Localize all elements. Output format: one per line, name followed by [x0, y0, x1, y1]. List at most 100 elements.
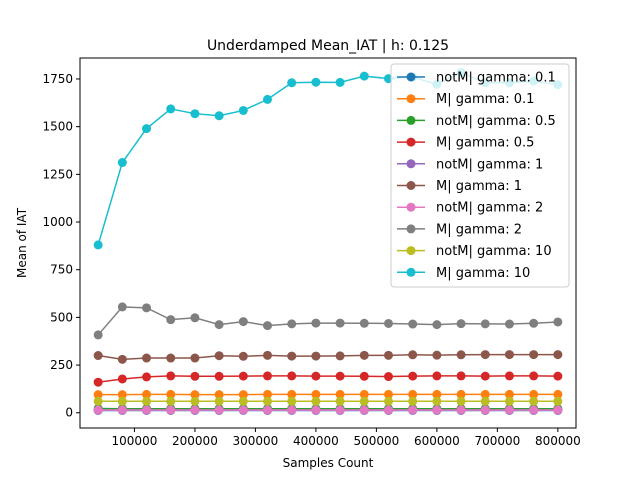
- data-point: [383, 389, 393, 399]
- x-axis-label: Samples Count: [283, 456, 374, 470]
- data-point: [311, 396, 321, 406]
- data-point: [142, 303, 152, 313]
- data-point: [142, 396, 152, 406]
- data-point: [166, 353, 176, 363]
- data-point: [311, 371, 321, 381]
- data-point: [263, 389, 273, 399]
- data-point: [359, 405, 369, 415]
- data-point: [117, 405, 127, 415]
- legend-entry: notM| gamma: 1: [397, 157, 543, 172]
- data-point: [93, 240, 103, 250]
- data-point: [214, 405, 224, 415]
- data-point: [93, 390, 103, 400]
- data-point: [311, 351, 321, 361]
- data-point: [359, 389, 369, 399]
- data-point: [504, 396, 514, 406]
- y-tick-label: 500: [50, 310, 73, 324]
- data-point: [142, 372, 152, 382]
- x-tick-label: 100000: [112, 434, 158, 448]
- legend-label: M| gamma: 0.5: [436, 136, 534, 151]
- x-tick-label: 200000: [172, 434, 218, 448]
- data-point: [408, 371, 418, 381]
- data-point: [238, 390, 248, 400]
- data-point: [432, 320, 442, 330]
- data-point: [166, 396, 176, 406]
- data-point: [142, 405, 152, 415]
- y-tick-label: 1000: [42, 215, 73, 229]
- data-point: [166, 315, 176, 325]
- data-point: [456, 371, 466, 381]
- y-axis-label: Mean of IAT: [15, 207, 29, 278]
- data-point: [408, 319, 418, 329]
- data-point: [190, 313, 200, 323]
- data-point: [553, 371, 563, 381]
- data-point: [408, 389, 418, 399]
- data-point: [456, 389, 466, 399]
- data-point: [335, 396, 345, 406]
- legend-swatch-marker: [406, 246, 416, 256]
- data-point: [456, 319, 466, 329]
- data-point: [432, 350, 442, 360]
- data-point: [263, 371, 273, 381]
- data-point: [214, 351, 224, 361]
- axes-frame: [79, 57, 577, 429]
- legend-entry: notM| gamma: 0.1: [397, 71, 556, 86]
- y-tick-label: 0: [65, 406, 73, 420]
- data-point: [335, 405, 345, 415]
- data-point: [335, 351, 345, 361]
- data-point: [383, 405, 393, 415]
- legend-label: notM| gamma: 0.5: [436, 114, 556, 129]
- legend-entry: M| gamma: 10: [397, 266, 530, 281]
- data-point: [190, 405, 200, 415]
- data-point: [287, 396, 297, 406]
- legend-swatch-marker: [406, 137, 416, 147]
- data-point: [287, 389, 297, 399]
- data-point: [238, 405, 248, 415]
- data-point: [287, 319, 297, 329]
- legend-entry: M| gamma: 2: [397, 222, 522, 237]
- data-point: [480, 405, 490, 415]
- data-point: [238, 317, 248, 327]
- data-point: [553, 405, 563, 415]
- legend-label: notM| gamma: 1: [436, 157, 543, 172]
- series-m-gamma-2: [93, 302, 563, 340]
- data-point: [553, 389, 563, 399]
- data-point: [263, 321, 273, 331]
- data-point: [214, 111, 224, 121]
- data-point: [117, 158, 127, 168]
- legend-entry: M| gamma: 1: [397, 179, 522, 194]
- x-tick-label: 700000: [474, 434, 520, 448]
- legend-label: M| gamma: 10: [436, 266, 530, 281]
- y-tick-label: 1750: [42, 72, 73, 86]
- data-point: [553, 350, 563, 360]
- x-tick-label: 300000: [233, 434, 279, 448]
- data-point: [238, 371, 248, 381]
- axes: 100000 200000 300000 400000 500000 600000 7000…: [42, 57, 581, 448]
- data-point: [456, 350, 466, 360]
- data-point: [504, 350, 514, 360]
- data-point: [335, 371, 345, 381]
- legend-label: notM| gamma: 10: [436, 244, 552, 259]
- data-point: [456, 396, 466, 406]
- x-tick-label: 800000: [535, 434, 581, 448]
- data-point: [117, 390, 127, 400]
- data-point: [383, 372, 393, 382]
- legend: notM| gamma: 0.1 M| gamma: 0.1 notM| gamma…: [390, 63, 570, 288]
- data-point: [432, 405, 442, 415]
- series-notm-gamma-10: [93, 396, 563, 406]
- legend-swatch-marker: [406, 202, 416, 212]
- legend-swatch-marker: [406, 72, 416, 82]
- series-m-gamma-0-1: [93, 389, 563, 400]
- legend-swatch-marker: [406, 267, 416, 277]
- data-point: [504, 405, 514, 415]
- legend-swatch-marker: [406, 181, 416, 190]
- data-point: [432, 396, 442, 406]
- data-point: [117, 396, 127, 406]
- legend-box: [390, 63, 570, 288]
- data-point: [287, 78, 297, 88]
- data-point: [529, 396, 539, 406]
- data-point: [117, 374, 127, 384]
- data-point: [238, 351, 248, 361]
- data-point: [480, 389, 490, 399]
- data-point: [311, 405, 321, 415]
